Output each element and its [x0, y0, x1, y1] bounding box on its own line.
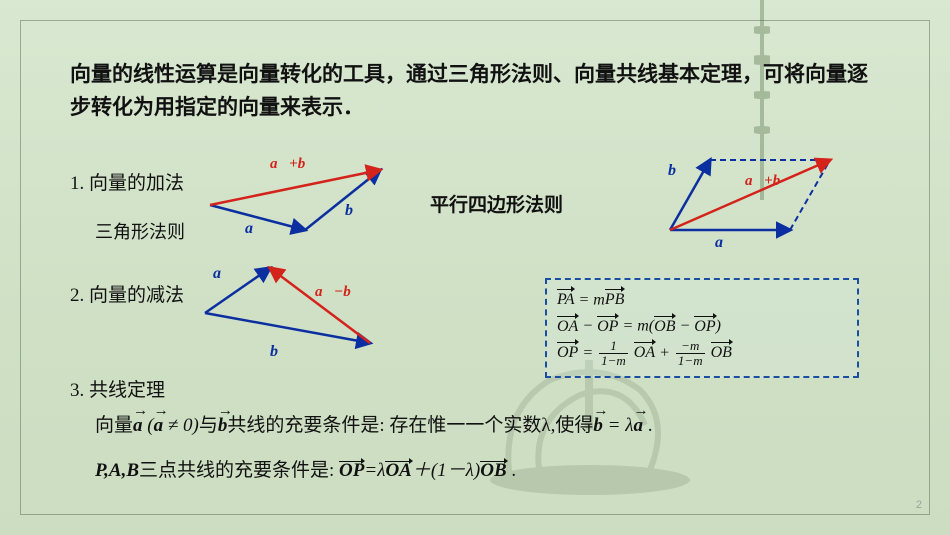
collinear-line-1: 向量a (a ≠ 0)与b共线的充要条件是: 存在惟一一个实数λ,使得b = λ…: [95, 410, 890, 437]
svg-text:a⃗−b⃗: a⃗−b⃗: [315, 284, 362, 300]
svg-text:a⃗: a⃗: [245, 220, 265, 237]
subtraction-triangle-diagram: a⃗ b⃗ a⃗−b⃗: [195, 258, 395, 358]
svg-text:a⃗+b⃗: a⃗+b⃗: [745, 173, 792, 189]
section-3-label: 3. 共线定理: [70, 375, 165, 402]
page-number: 2: [916, 499, 922, 511]
collinear-line-2: P,A,B三点共线的充要条件是: OP=λOA＋(1－λ)OB .: [95, 455, 516, 482]
headline-text: 向量的线性运算是向量转化的工具，通过三角形法则、向量共线基本定理，可将向量逐步转…: [70, 58, 880, 123]
svg-text:b⃗: b⃗: [668, 162, 688, 179]
box-line-2: OA − OP = m(OB − OP): [557, 312, 847, 338]
parallelogram-diagram: a⃗ b⃗ a⃗+b⃗: [660, 145, 870, 245]
svg-text:a⃗+b⃗: a⃗+b⃗: [270, 156, 317, 172]
slide: 向量的线性运算是向量转化的工具，通过三角形法则、向量共线基本定理，可将向量逐步转…: [0, 0, 950, 535]
svg-text:b⃗: b⃗: [345, 202, 365, 219]
triangle-law-label: 三角形法则: [95, 218, 185, 244]
box-line-1: PA = mPB: [557, 286, 847, 312]
parallelogram-law-label: 平行四边形法则: [430, 190, 563, 217]
svg-text:a⃗: a⃗: [715, 234, 735, 251]
section-1-label: 1. 向量的加法: [70, 168, 184, 195]
addition-triangle-diagram: a⃗ b⃗ a⃗+b⃗: [210, 150, 390, 245]
formula-box: PA = mPB OA − OP = m(OB − OP) OP = 11−m …: [545, 278, 859, 378]
svg-text:a⃗: a⃗: [213, 265, 233, 282]
section-2-label: 2. 向量的减法: [70, 280, 184, 307]
box-line-3: OP = 11−m OA + −m1−m OB: [557, 339, 847, 368]
svg-text:b⃗: b⃗: [270, 343, 290, 360]
